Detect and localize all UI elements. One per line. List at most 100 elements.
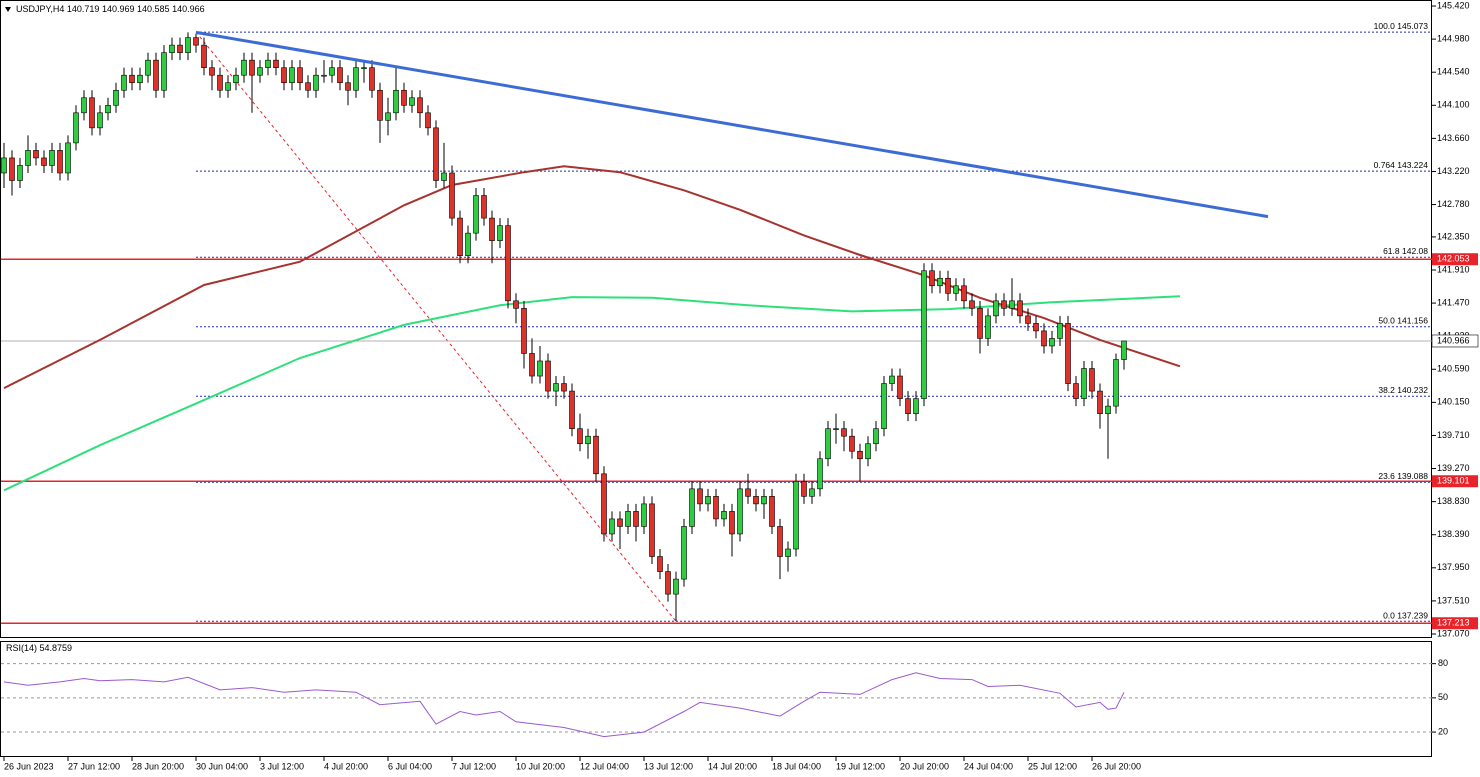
- candle-body: [305, 82, 311, 91]
- candle-body: [993, 300, 999, 317]
- fib-label: 38.2 140.232: [1378, 385, 1428, 395]
- candle-body: [657, 556, 663, 572]
- candle-body: [1065, 323, 1071, 384]
- header-icon: [5, 7, 11, 12]
- candle-body: [385, 112, 391, 121]
- y-tick-label: 140.590: [1437, 364, 1470, 374]
- fib-ratio: 23.6: [1378, 471, 1395, 481]
- fib-label: 100.0 145.073: [1374, 21, 1429, 31]
- candle-body: [689, 488, 695, 527]
- candle-body: [705, 496, 711, 505]
- candle-body: [433, 127, 439, 181]
- candle-body: [169, 44, 175, 53]
- y-tick-label: 145.420: [1437, 0, 1470, 10]
- candle-body: [1121, 340, 1127, 360]
- candle-body: [881, 383, 887, 429]
- candle-body: [393, 89, 399, 114]
- candle-body: [777, 526, 783, 557]
- rsi-tick-label: 20: [1438, 726, 1448, 736]
- y-tick-label: 138.390: [1437, 529, 1470, 539]
- candle-body: [1081, 368, 1087, 399]
- candle-body: [969, 300, 975, 309]
- candle-body: [345, 82, 351, 91]
- x-tick-label: 18 Jul 04:00: [772, 761, 821, 771]
- candle-body: [945, 277, 951, 294]
- rsi-value: 54.8759: [40, 643, 73, 653]
- x-tick-label: 13 Jul 12:00: [644, 761, 693, 771]
- fib-value: 140.232: [1397, 385, 1428, 395]
- candle-body: [57, 150, 63, 174]
- fib-value: 137.239: [1397, 611, 1428, 621]
- candle-body: [737, 488, 743, 535]
- candle-body: [977, 308, 983, 339]
- symbol: USDJPY,H4: [16, 4, 64, 14]
- candle-body: [905, 398, 911, 414]
- candle-body: [353, 67, 359, 91]
- plot: 100.0 145.073 0.764 143.224 61.8 142.08 50.…: [1, 21, 1432, 624]
- candle-body: [1089, 368, 1095, 392]
- candle-body: [273, 59, 279, 68]
- candle-body: [481, 195, 487, 219]
- moving-average: [3, 295, 1181, 492]
- x-tick-label: 28 Jun 20:00: [132, 761, 184, 771]
- candle-body: [321, 74, 327, 77]
- candle-body: [1033, 323, 1039, 332]
- candle-body: [713, 496, 719, 520]
- candle-body: [785, 548, 791, 557]
- candle-body: [1073, 383, 1079, 399]
- rsi-tick-label: 80: [1438, 658, 1448, 668]
- candle-body: [1113, 359, 1119, 407]
- x-tick-label: 30 Jun 04:00: [196, 761, 248, 771]
- fib-value: 143.224: [1397, 160, 1428, 170]
- candle-body: [1057, 323, 1063, 339]
- candle-body: [745, 488, 751, 497]
- x-tick-label: 20 Jul 20:00: [900, 761, 949, 771]
- trend-line: [195, 30, 1269, 219]
- candle-body: [41, 157, 47, 166]
- candle-body: [409, 97, 415, 106]
- main-frame: [0, 0, 1432, 638]
- rsi-header: RSI(14) 54.8759: [6, 643, 72, 653]
- ohlc-value: 140.966: [172, 4, 205, 14]
- candle-body: [665, 571, 671, 595]
- candle-body: [473, 195, 479, 234]
- price-tag: [1431, 334, 1479, 348]
- candle-body: [721, 511, 727, 520]
- level-tag: [1432, 475, 1478, 488]
- candle-body: [961, 285, 967, 302]
- candle-body: [617, 518, 623, 527]
- candle-body: [577, 428, 583, 445]
- y-tick-label: 144.980: [1437, 33, 1470, 43]
- candle-body: [161, 52, 167, 91]
- x-tick-label: 10 Jul 20:00: [516, 761, 565, 771]
- level-tag: [1432, 617, 1478, 630]
- candle-body: [329, 67, 335, 76]
- candle-body: [233, 74, 239, 84]
- candle-body: [113, 89, 119, 106]
- moving-average: [3, 165, 1181, 389]
- candle-body: [145, 59, 151, 76]
- candle-body: [873, 428, 879, 445]
- y-tick-label: 143.220: [1437, 166, 1470, 176]
- y-tick-label: 140.150: [1437, 397, 1470, 407]
- y-tick-label: 141.470: [1437, 297, 1470, 307]
- candle-body: [257, 67, 263, 76]
- ohlc-value: 140.719: [67, 4, 100, 14]
- candle-body: [457, 217, 463, 257]
- candle-body: [801, 481, 807, 497]
- candle-body: [1097, 390, 1103, 414]
- candle-body: [545, 360, 551, 392]
- candle-body: [401, 89, 407, 106]
- fib-diagonal: [195, 31, 677, 622]
- candle-body: [153, 59, 159, 91]
- candle-body: [465, 232, 471, 257]
- rsi-tick-label: 50: [1438, 692, 1448, 702]
- y-tick-label: 137.070: [1437, 628, 1470, 638]
- fib-ratio: 0.0: [1383, 611, 1395, 621]
- candle-body: [753, 496, 759, 505]
- fib-ratio: 38.2: [1378, 385, 1395, 395]
- candle-body: [889, 375, 895, 384]
- candle-body: [369, 67, 375, 91]
- candle-body: [89, 97, 95, 129]
- fib-label: 0.764 143.224: [1374, 160, 1429, 170]
